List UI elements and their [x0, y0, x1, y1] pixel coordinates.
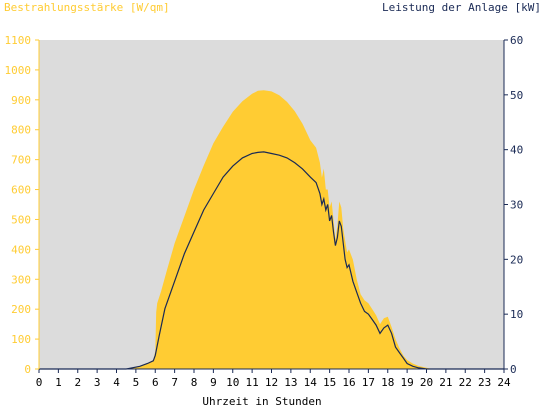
x-tick-label: 3 [94, 376, 101, 389]
left-tick-label: 900 [11, 94, 31, 107]
left-tick-label: 1100 [5, 34, 32, 47]
right-tick-label: 40 [510, 144, 523, 157]
x-tick-label: 24 [497, 376, 511, 389]
right-tick-label: 60 [510, 34, 523, 47]
x-tick-label: 22 [459, 376, 472, 389]
x-tick-label: 0 [36, 376, 43, 389]
x-tick-label: 19 [401, 376, 414, 389]
x-tick-label: 2 [74, 376, 81, 389]
left-axis-title: Bestrahlungsstärke [W/qm] [4, 1, 170, 14]
right-tick-label: 30 [510, 199, 523, 212]
power-line [39, 151, 504, 370]
left-tick-label: 600 [11, 184, 31, 197]
x-tick-label: 11 [246, 376, 259, 389]
left-tick-label: 100 [11, 333, 31, 346]
left-tick-label: 300 [11, 273, 31, 286]
left-tick-label: 200 [11, 303, 31, 316]
x-tick-label: 15 [323, 376, 336, 389]
right-tick-label: 10 [510, 308, 523, 321]
x-tick-label: 5 [133, 376, 140, 389]
x-tick-label: 18 [381, 376, 394, 389]
left-tick-label: 500 [11, 213, 31, 226]
right-tick-label: 50 [510, 89, 523, 102]
x-tick-label: 7 [171, 376, 178, 389]
x-tick-label: 10 [226, 376, 239, 389]
right-tick-label: 20 [510, 253, 523, 266]
left-tick-label: 0 [24, 363, 31, 376]
x-tick-label: 16 [342, 376, 355, 389]
left-tick-label: 1000 [5, 64, 32, 77]
x-tick-label: 12 [265, 376, 278, 389]
left-tick-label: 700 [11, 154, 31, 167]
x-tick-label: 1 [55, 376, 62, 389]
x-tick-label: 23 [478, 376, 491, 389]
left-tick-label: 800 [11, 124, 31, 137]
x-axis-label: Uhrzeit in Stunden [202, 395, 321, 408]
x-tick-label: 8 [191, 376, 198, 389]
x-tick-label: 6 [152, 376, 159, 389]
x-tick-label: 21 [439, 376, 452, 389]
x-tick-label: 20 [420, 376, 433, 389]
left-tick-label: 400 [11, 243, 31, 256]
x-tick-label: 14 [304, 376, 318, 389]
x-tick-label: 13 [284, 376, 297, 389]
right-tick-label: 0 [510, 363, 517, 376]
right-axis-title: Leistung der Anlage [kW] [382, 1, 541, 14]
x-tick-label: 17 [362, 376, 375, 389]
x-tick-label: 4 [113, 376, 120, 389]
x-tick-label: 9 [210, 376, 217, 389]
irradiance-area [39, 90, 504, 369]
